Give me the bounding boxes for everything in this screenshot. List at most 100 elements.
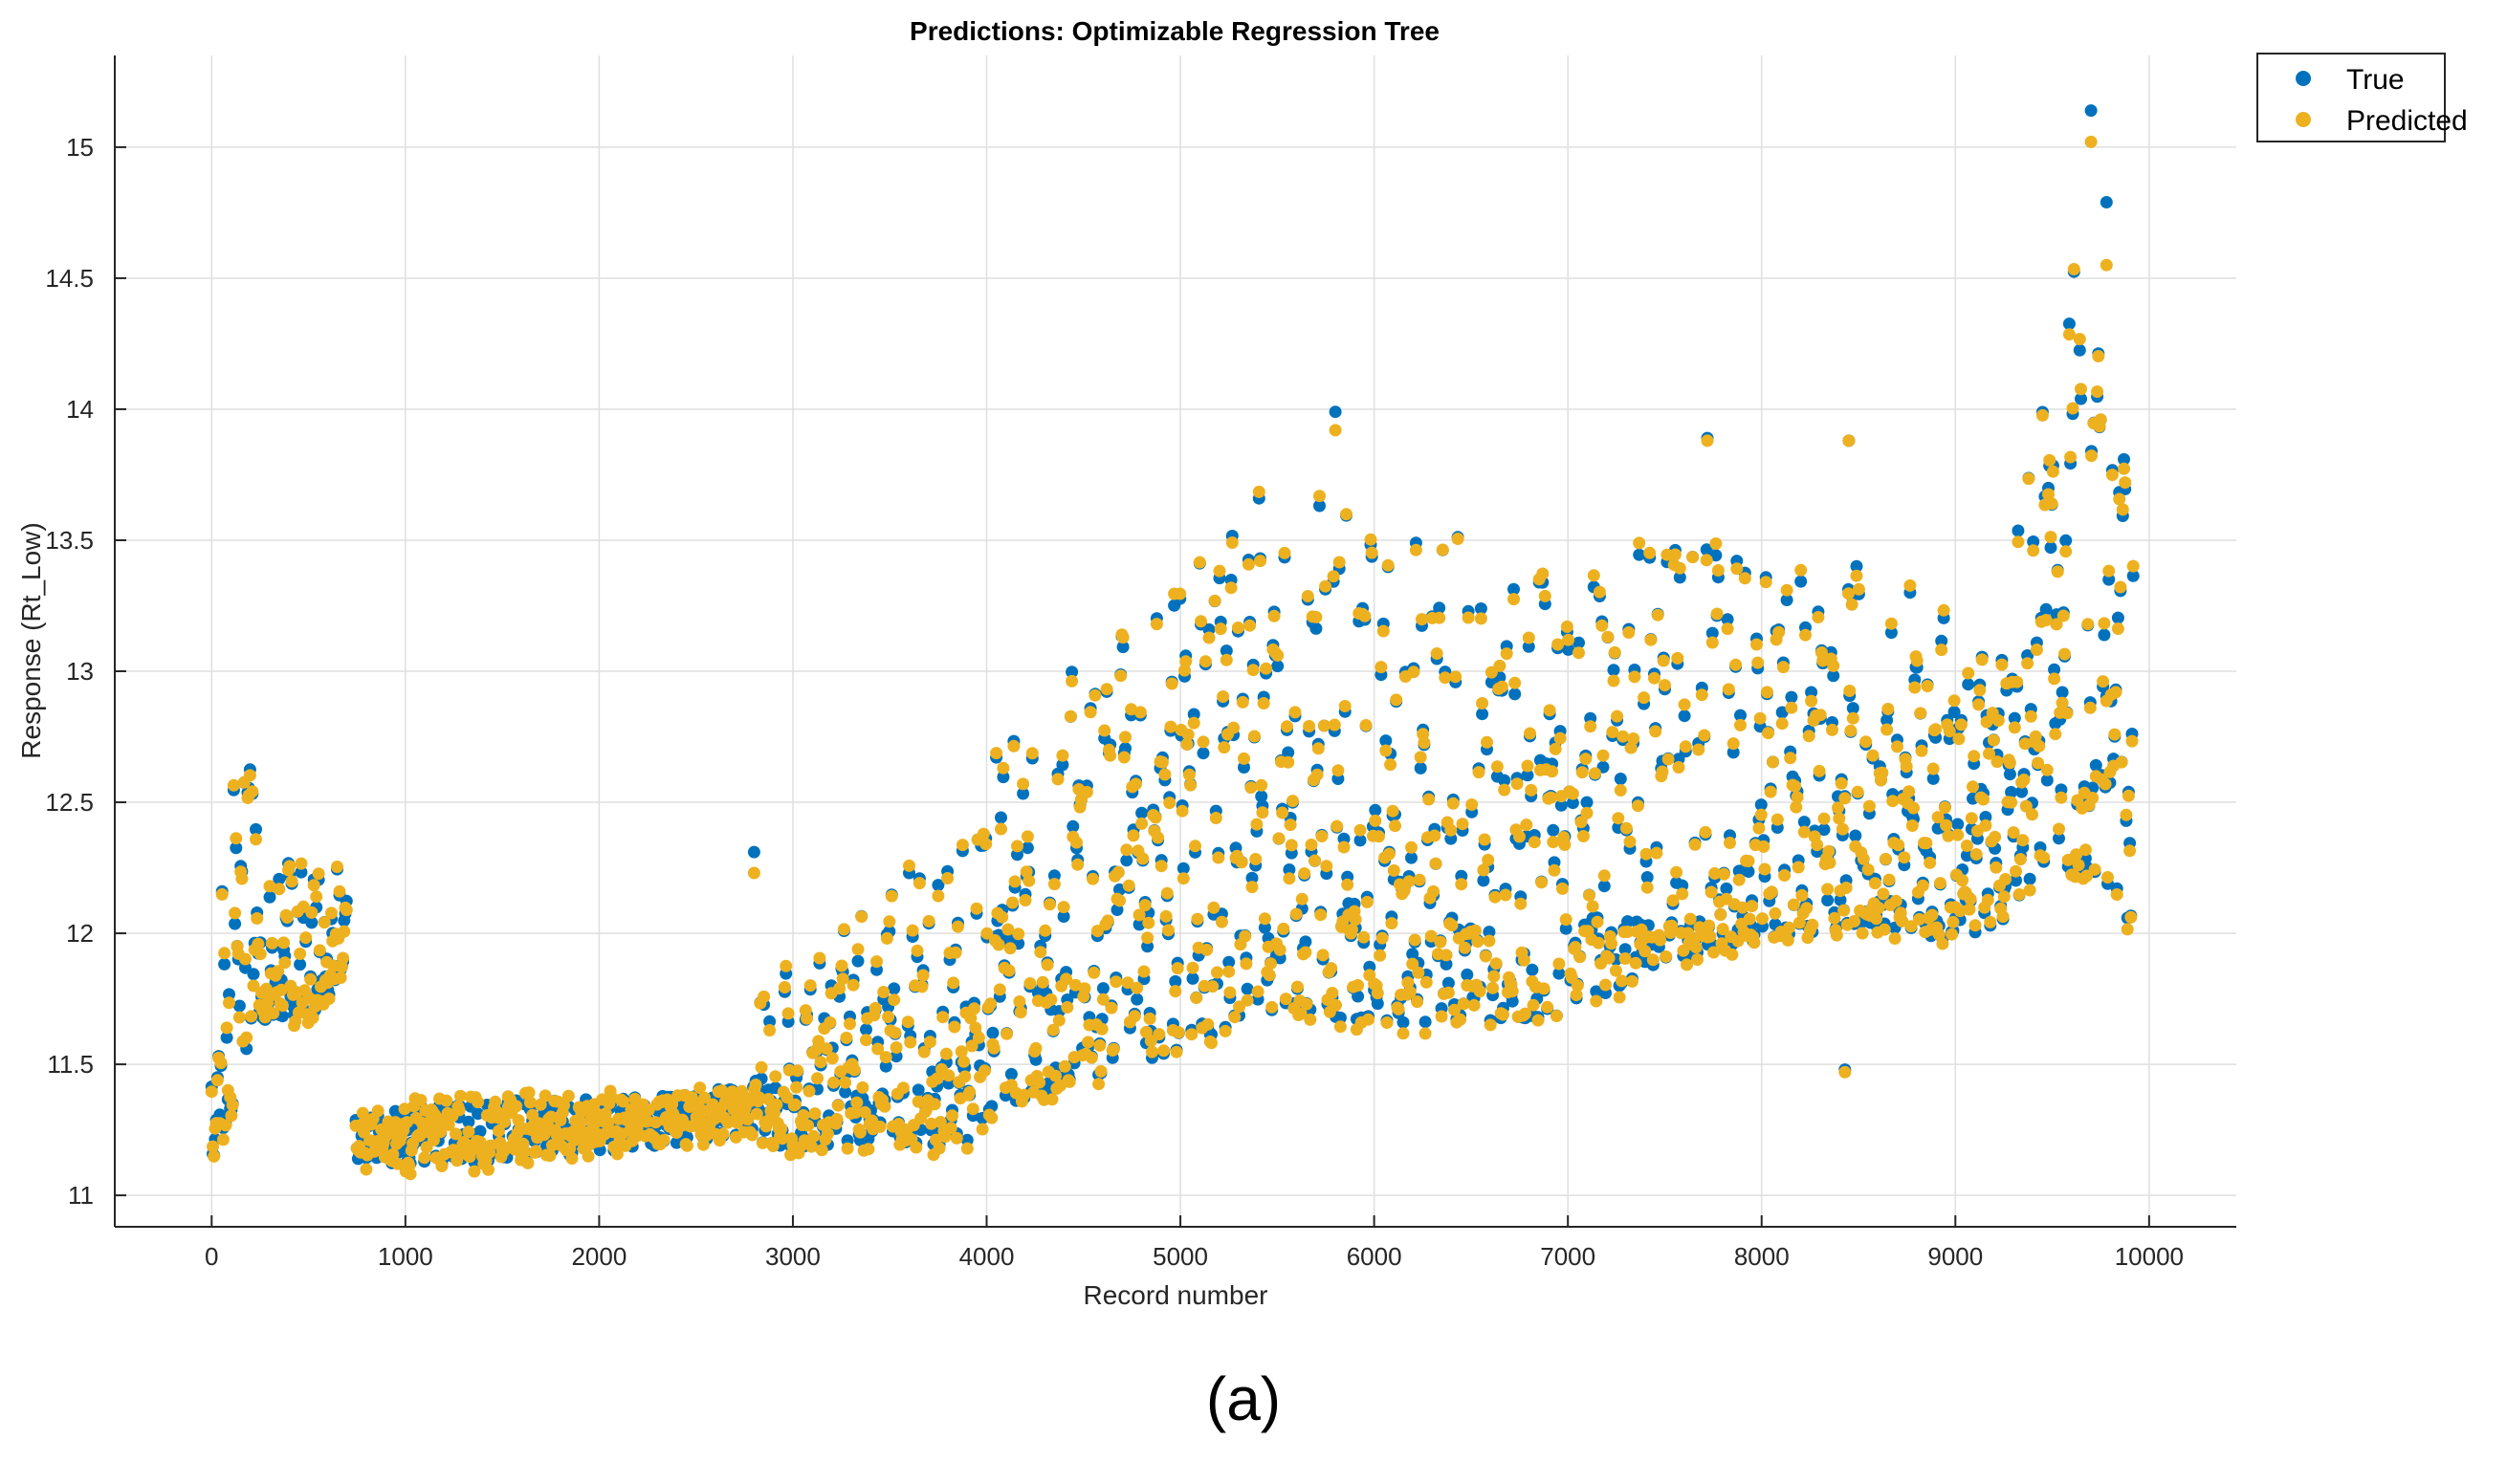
predicted-point (1920, 837, 1933, 850)
predicted-point (1131, 981, 1144, 994)
true-point (247, 968, 260, 981)
predicted-point (1284, 818, 1297, 832)
predicted-point (1724, 837, 1736, 849)
predicted-point (1962, 666, 1975, 680)
predicted-point (1427, 884, 1440, 898)
predicted-point (1212, 851, 1225, 864)
predicted-point (1550, 1010, 1563, 1022)
predicted-point (965, 1039, 979, 1053)
predicted-point (1299, 946, 1312, 959)
predicted-point (1519, 1007, 1532, 1020)
predicted-point (1403, 986, 1417, 998)
predicted-point (1573, 950, 1587, 964)
predicted-point (2010, 864, 2022, 878)
predicted-point (266, 936, 278, 949)
true-point (232, 999, 246, 1013)
predicted-point (1358, 609, 1372, 622)
predicted-point (1968, 919, 1982, 932)
predicted-point (1806, 918, 1819, 931)
predicted-point (1209, 812, 1222, 824)
predicted-point (1880, 723, 1894, 736)
true-point (888, 982, 901, 995)
predicted-point (1199, 655, 1212, 668)
predicted-point (980, 927, 994, 940)
predicted-point (2030, 644, 2043, 656)
predicted-point (824, 1015, 837, 1029)
predicted-point (1384, 758, 1397, 772)
true-point (462, 1115, 475, 1128)
legend: True Predicted (2256, 53, 2468, 142)
predicted-point (247, 979, 260, 993)
predicted-point (1308, 854, 1322, 867)
predicted-point (2039, 614, 2053, 626)
predicted-point (263, 880, 276, 893)
predicted-point (1787, 898, 1800, 911)
predicted-point (1422, 793, 1436, 806)
predicted-point (545, 1139, 559, 1152)
y-tick-label: 11.5 (47, 1050, 94, 1079)
predicted-point (1082, 1036, 1095, 1049)
predicted-point (2113, 492, 2126, 506)
predicted-point (1990, 755, 2004, 769)
predicted-point (1300, 997, 1313, 1011)
predicted-point (1285, 839, 1298, 852)
predicted-point (1596, 749, 1610, 762)
predicted-point (1310, 768, 1324, 781)
predicted-point (1616, 974, 1628, 988)
predicted-point (1413, 873, 1426, 886)
predicted-point (610, 1147, 624, 1161)
predicted-point (1672, 761, 1685, 774)
predicted-point (1133, 908, 1146, 922)
predicted-point (1754, 808, 1768, 821)
predicted-point (1362, 1013, 1374, 1026)
data-points (205, 104, 2140, 1181)
predicted-point (240, 1031, 253, 1044)
predicted-point (1983, 747, 1995, 760)
predicted-point (851, 943, 865, 956)
predicted-point (1835, 776, 1848, 790)
predicted-point (1277, 922, 1290, 935)
predicted-point (1407, 666, 1420, 679)
true-point (995, 811, 1007, 824)
predicted-point (2062, 328, 2076, 341)
true-point (1926, 772, 1940, 785)
predicted-point (1650, 846, 1663, 860)
predicted-point (215, 887, 229, 901)
predicted-point (1146, 1045, 1158, 1058)
predicted-point (1954, 718, 1968, 731)
predicted-point (250, 833, 262, 846)
predicted-point (996, 910, 1009, 924)
predicted-point (1587, 569, 1600, 582)
predicted-point (498, 1115, 511, 1128)
predicted-point (1538, 589, 1551, 602)
predicted-point (932, 889, 945, 903)
predicted-point (1353, 823, 1367, 837)
predicted-point (1111, 865, 1125, 879)
true-point (220, 1031, 233, 1044)
predicted-point (1155, 755, 1169, 769)
true-point (1849, 829, 1862, 842)
true-point (2040, 774, 2054, 787)
predicted-point (1973, 684, 1987, 697)
predicted-point (1628, 670, 1641, 684)
predicted-point (1656, 765, 1669, 778)
predicted-point (1255, 778, 1268, 792)
predicted-point (1271, 648, 1285, 662)
predicted-point (1785, 701, 1798, 714)
predicted-point (1236, 695, 1249, 709)
predicted-point (1389, 819, 1401, 833)
x-tick-label: 8000 (1734, 1242, 1790, 1271)
predicted-point (1762, 727, 1775, 740)
predicted-point (791, 1064, 804, 1078)
true-point (879, 1059, 892, 1073)
predicted-point (1157, 1044, 1171, 1058)
predicted-point (1137, 965, 1151, 978)
predicted-point (1525, 783, 1538, 797)
predicted-point (1440, 949, 1453, 962)
predicted-point (2120, 808, 2133, 821)
predicted-point (1700, 554, 1713, 567)
predicted-point (1934, 877, 1946, 890)
predicted-point (1508, 676, 1522, 689)
predicted-point (226, 1099, 239, 1112)
predicted-point (1859, 735, 1873, 749)
